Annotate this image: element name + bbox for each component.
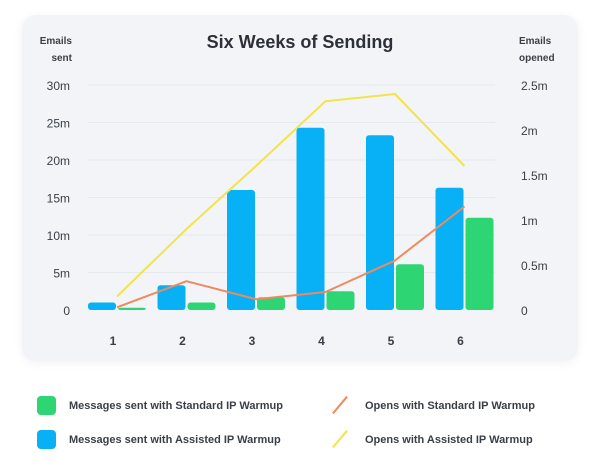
- x-tick-label: 6: [457, 334, 464, 348]
- right-tick-label: 1m: [521, 214, 538, 228]
- left-tick-label: 25m: [47, 117, 70, 131]
- bar-standard: [187, 302, 216, 310]
- legend-label: Messages sent with Assisted IP Warmup: [69, 433, 281, 446]
- chart-title: Six Weeks of Sending: [207, 32, 394, 52]
- x-tick-label: 1: [110, 334, 117, 348]
- legend-swatch: [37, 396, 56, 415]
- bar-standard: [326, 291, 355, 310]
- right-axis-label-line1: Emails: [519, 36, 552, 47]
- x-tick-label: 2: [179, 334, 186, 348]
- right-tick-label: 2.5m: [521, 79, 548, 93]
- left-tick-label: 0: [63, 304, 70, 318]
- left-axis-label-line2: sent: [51, 53, 72, 64]
- legend-swatch: [37, 430, 56, 449]
- left-axis-label-line1: Emails: [40, 36, 73, 47]
- legend-line-icon: [330, 430, 349, 449]
- bar-assisted: [227, 190, 255, 310]
- bar-standard: [118, 307, 146, 310]
- left-tick-label: 30m: [47, 79, 70, 93]
- x-tick-label: 5: [388, 334, 395, 348]
- legend-label: Opens with Standard IP Warmup: [365, 399, 535, 412]
- bar-assisted: [88, 302, 116, 310]
- legend-label: Opens with Assisted IP Warmup: [365, 433, 533, 446]
- left-tick-label: 5m: [53, 267, 70, 281]
- legend-item: Messages sent with Assisted IP Warmup: [37, 430, 281, 449]
- left-tick-label: 20m: [47, 154, 70, 168]
- bar-assisted: [157, 285, 186, 310]
- left-tick-label: 10m: [47, 229, 70, 243]
- bar-assisted: [435, 187, 464, 310]
- bar-standard: [257, 297, 285, 310]
- legend-label: Messages sent with Standard IP Warmup: [69, 399, 283, 412]
- left-tick-label: 15m: [47, 192, 70, 206]
- bar-standard: [465, 217, 494, 310]
- legend-item: Messages sent with Standard IP Warmup: [37, 396, 283, 415]
- x-tick-label: 4: [318, 334, 325, 348]
- bar-standard: [396, 264, 424, 310]
- right-tick-label: 1.5m: [521, 169, 548, 183]
- line-standard-opens: [116, 205, 466, 309]
- line-assisted-opens: [116, 93, 466, 298]
- legend-line-icon: [330, 396, 349, 415]
- bar-assisted: [366, 135, 394, 310]
- x-tick-label: 3: [249, 334, 256, 348]
- legend-item: Opens with Standard IP Warmup: [330, 396, 535, 415]
- legend-item: Opens with Assisted IP Warmup: [330, 430, 533, 449]
- right-axis-label-line2: opened: [519, 53, 555, 64]
- right-tick-label: 0: [521, 304, 528, 318]
- bar-assisted: [296, 127, 325, 310]
- right-tick-label: 0.5m: [521, 259, 548, 273]
- right-tick-label: 2m: [521, 124, 538, 138]
